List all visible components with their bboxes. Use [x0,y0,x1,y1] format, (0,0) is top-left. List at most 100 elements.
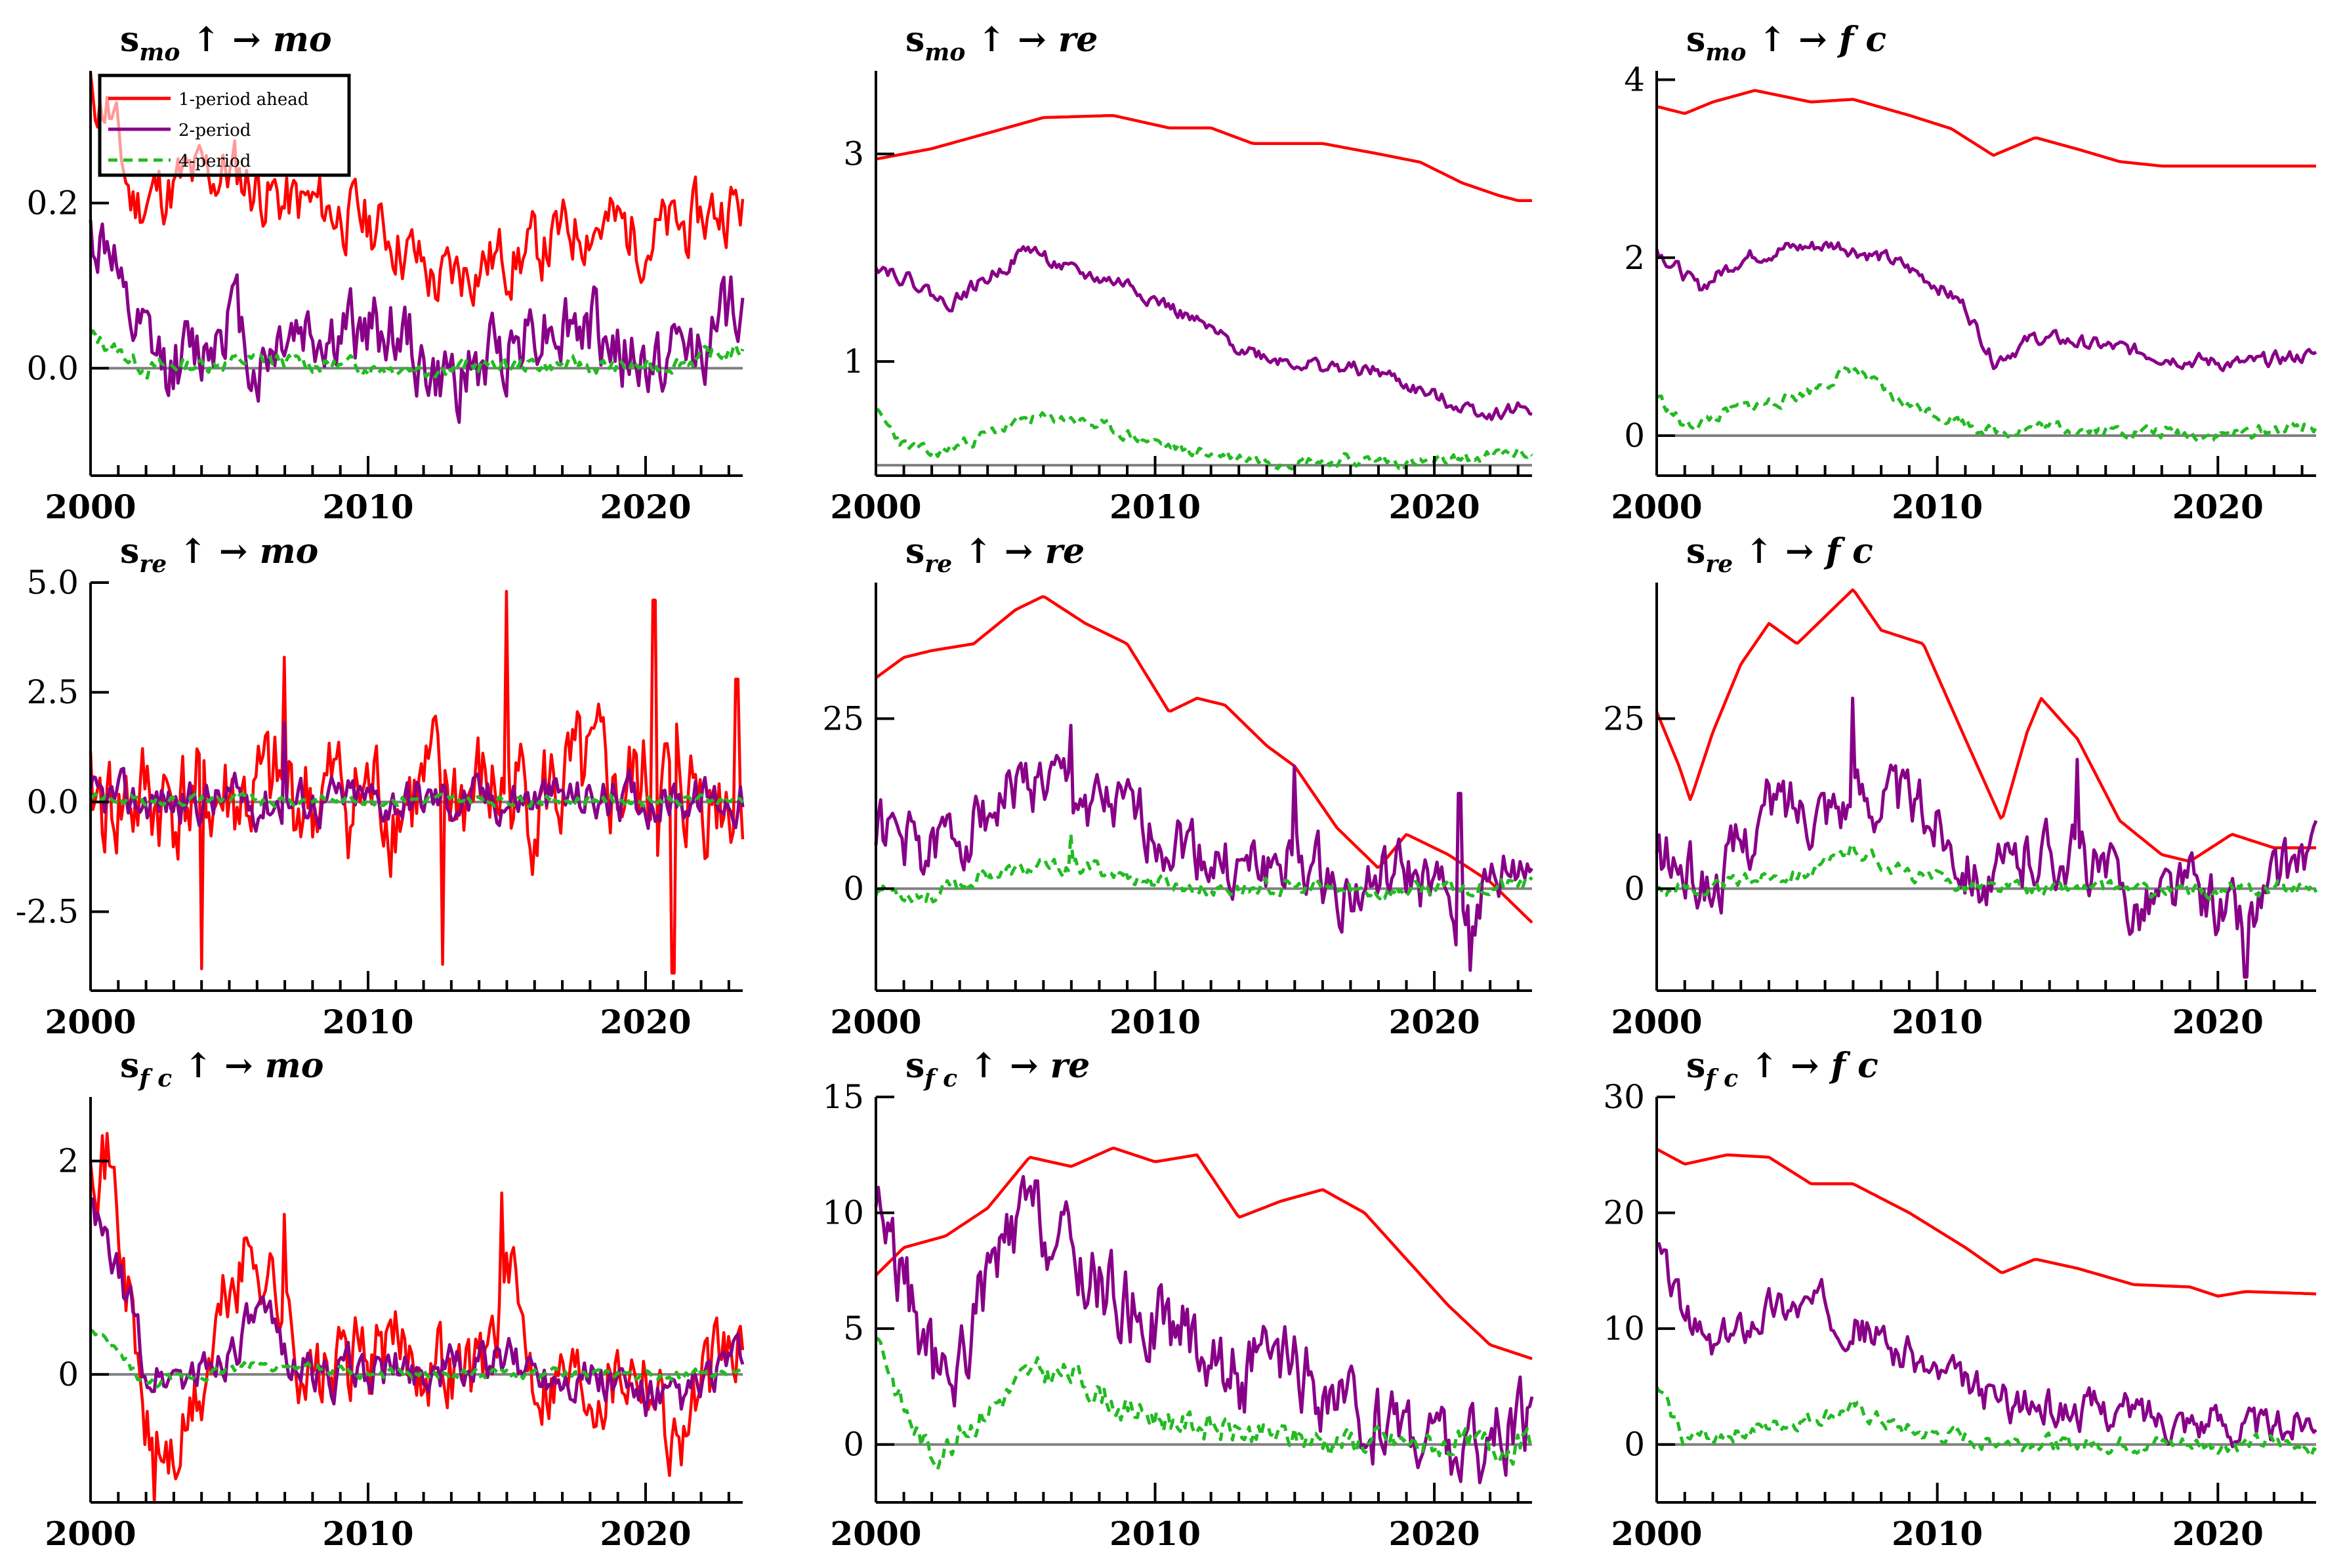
series-two-period [874,724,1534,972]
y-tick-label: 25 [1603,699,1645,737]
title-tail: ↑ → f c [1733,531,1873,571]
series-one-period [875,1146,1533,1361]
series-four-period [89,329,745,380]
x-tick-label: 2010 [1109,1002,1201,1041]
title-base: s [120,531,139,571]
x-tick-label: 2000 [1611,1514,1702,1553]
series-two-period [90,1197,745,1417]
series-two-period [89,721,745,833]
panel-title: sf c ↑ → re [905,1046,1090,1092]
panel-3: 2000 2010 2020 0 2 4 smo ↑ → f c [1611,20,2318,526]
y-tick-label: 0 [843,870,864,908]
series-one-period [89,1132,745,1504]
y-tick-label: 0 [1624,1426,1645,1464]
panel-title: smo ↑ → f c [1686,20,1886,66]
series-four-period [875,1336,1534,1472]
y-tick-label: 0.0 [26,349,79,387]
title-subscript: f c [923,1065,957,1092]
series-four-period [1655,1386,2317,1458]
series-two-period [1656,1242,2317,1449]
title-base: s [905,20,924,60]
title-tail: ↑ → mo [167,531,318,571]
x-tick-label: 2020 [2172,1514,2264,1553]
series-two-period [874,1175,1534,1485]
legend-label: 2-period [178,121,251,140]
title-subscript: f c [137,1065,172,1092]
title-subscript: re [924,550,952,578]
title-tail: ↑ → mo [180,20,331,60]
y-tick-label: 3 [843,135,864,173]
y-tick-label: 20 [1603,1194,1645,1232]
y-tick-label: 10 [822,1194,864,1232]
x-tick-label: 2020 [2172,1002,2264,1041]
series-one-period [1656,89,2316,168]
title-base: s [120,20,139,60]
series-four-period [89,791,745,808]
title-base: s [120,1046,139,1086]
x-tick-label: 2000 [1611,1002,1702,1041]
legend-label: 1-period ahead [178,90,308,110]
y-tick-label: 4 [1624,61,1645,99]
series-two-period [1655,696,2318,979]
y-tick-label: 1 [843,342,864,381]
x-tick-label: 2010 [1109,1514,1201,1553]
series-one-period [89,590,745,975]
title-subscript: re [139,550,167,578]
title-tail: ↑ → mo [172,1046,323,1086]
y-tick-label: 0 [843,1426,864,1464]
panel-4: 2000 2010 2020 -2.5 0.0 2.5 5.0 sre ↑ → mo [16,531,745,1041]
title-tail: ↑ → re [952,531,1085,571]
series-four-period [89,1328,744,1389]
panel-7: 2000 2010 2020 0 2 sf c ↑ → mo [45,1046,745,1553]
x-tick-label: 2000 [45,1514,136,1553]
x-tick-label: 2010 [1892,1002,1983,1041]
title-base: s [905,1046,924,1086]
title-subscript: mo [139,39,180,66]
y-tick-label: 0 [1624,417,1645,455]
title-subscript: re [1705,550,1733,578]
series-four-period [1655,842,2318,903]
x-tick-label: 2000 [1611,487,1702,526]
series-one-period [1655,588,2316,863]
panel-2: 2000 2010 2020 1 3 smo ↑ → re [830,20,1533,526]
x-tick-label: 2020 [600,1002,691,1041]
series-four-period [875,407,1533,472]
y-tick-label: 0.0 [26,783,79,821]
x-tick-label: 2000 [45,1002,136,1041]
x-tick-label: 2020 [2172,487,2264,526]
x-tick-label: 2010 [322,1514,413,1553]
y-tick-label: 25 [822,699,864,737]
series-two-period [1655,240,2317,373]
y-tick-label: 0 [58,1355,79,1393]
x-tick-label: 2000 [830,1514,921,1553]
x-tick-label: 2020 [600,1514,691,1553]
legend-label: 4-period [178,152,251,171]
x-tick-label: 2020 [1388,487,1480,526]
x-tick-label: 2000 [830,487,921,526]
title-subscript: mo [1705,39,1746,66]
x-tick-label: 2020 [600,487,691,526]
x-tick-label: 2020 [1388,1002,1480,1041]
title-tail: ↑ → f c [1738,1046,1878,1086]
x-tick-label: 2010 [322,1002,413,1041]
panel-title: smo ↑ → re [905,20,1098,66]
y-tick-label: 0.2 [26,184,79,222]
legend: 1-period ahead 2-period 4-period [98,73,351,177]
title-tail: ↑ → re [965,20,1098,60]
title-subscript: f c [1703,1065,1738,1092]
series-four-period [874,833,1533,904]
x-tick-label: 2000 [45,487,136,526]
y-tick-label: 15 [822,1078,864,1116]
x-tick-label: 2000 [830,1002,921,1041]
series-one-period [1655,1147,2317,1298]
panel-title: smo ↑ → mo [120,20,332,66]
panel-8: 2000 2010 2020 0 5 10 15 sf c ↑ → re [822,1046,1534,1553]
x-tick-label: 2010 [1892,487,1983,526]
y-tick-label: 10 [1603,1310,1645,1348]
x-tick-label: 2010 [1109,487,1201,526]
panel-5: 2000 2010 2020 0 25 sre ↑ → re [822,531,1534,1041]
title-base: s [1686,1046,1705,1086]
y-tick-label: 0 [1624,870,1645,908]
panel-title: sre ↑ → f c [1686,531,1873,578]
